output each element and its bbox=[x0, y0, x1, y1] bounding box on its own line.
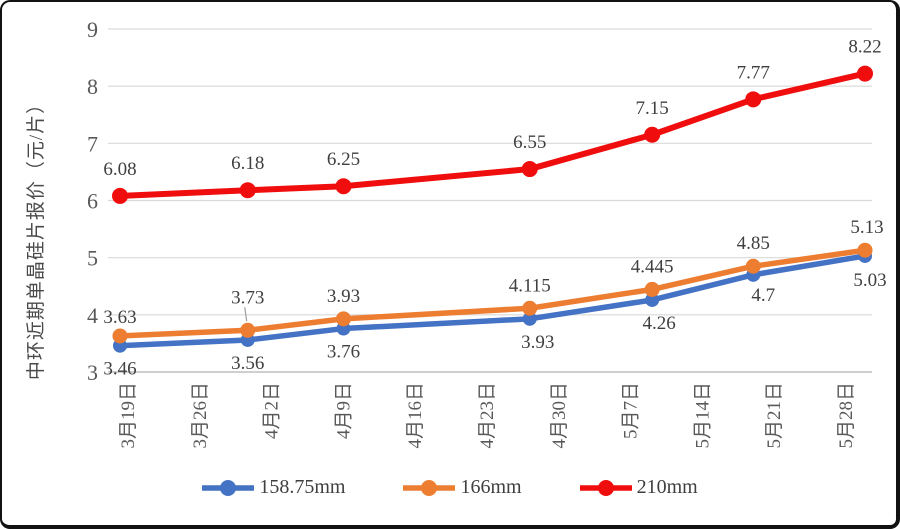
x-axis-tick-label: 5月21日 bbox=[764, 382, 785, 449]
data-label: 3.76 bbox=[327, 342, 360, 363]
data-point-marker bbox=[239, 182, 256, 199]
data-label: 3.63 bbox=[103, 307, 136, 328]
x-axis-tick-label: 4月9日 bbox=[333, 382, 354, 439]
legend-line-marker-icon bbox=[202, 479, 255, 496]
data-label: 6.18 bbox=[231, 153, 264, 174]
data-label: 7.15 bbox=[636, 98, 669, 119]
label-leader-line bbox=[244, 307, 248, 322]
x-axis-tick-label: 5月28日 bbox=[836, 382, 857, 449]
data-point-marker bbox=[745, 91, 762, 108]
legend-label: 166mm bbox=[460, 476, 522, 498]
data-point-marker bbox=[645, 292, 660, 307]
data-label: 6.55 bbox=[513, 132, 546, 153]
data-point-marker bbox=[335, 178, 352, 195]
data-point-marker bbox=[857, 65, 874, 82]
data-point-marker bbox=[857, 242, 873, 258]
data-point-marker bbox=[745, 258, 761, 274]
legend-item-166mm: 166mm bbox=[401, 476, 522, 499]
data-point-marker bbox=[522, 300, 538, 316]
y-axis-title: 中环近期单晶硅片报价（元/片） bbox=[26, 93, 47, 381]
data-point-marker bbox=[112, 187, 128, 204]
y-axis-tick-label: 5 bbox=[87, 246, 98, 271]
legend-line-marker-icon bbox=[579, 479, 632, 496]
y-axis-tick-label: 8 bbox=[87, 74, 98, 99]
data-label: 6.25 bbox=[327, 149, 360, 170]
data-label: 4.7 bbox=[751, 285, 775, 306]
legend-label: 210mm bbox=[636, 476, 698, 498]
data-label: 3.93 bbox=[327, 286, 360, 307]
x-axis-tick-label: 4月16日 bbox=[405, 382, 426, 449]
data-point-marker bbox=[522, 311, 537, 326]
data-point-marker bbox=[112, 328, 128, 344]
data-label: 4.85 bbox=[737, 233, 770, 254]
data-point-marker bbox=[521, 161, 538, 178]
y-axis-tick-label: 9 bbox=[87, 17, 98, 42]
data-point-marker bbox=[644, 281, 660, 297]
data-point-marker bbox=[240, 322, 256, 338]
data-point-marker bbox=[336, 311, 352, 327]
x-axis-tick-label: 4月2日 bbox=[262, 382, 283, 439]
data-label: 5.03 bbox=[853, 270, 886, 291]
legend-item-158.75mm: 158.75mm bbox=[200, 476, 345, 499]
data-label: 8.22 bbox=[848, 37, 881, 58]
y-axis-tick-label: 6 bbox=[87, 189, 98, 214]
y-axis-tick-label: 4 bbox=[87, 303, 98, 328]
data-label: 3.46 bbox=[103, 359, 136, 380]
y-axis-tick-label: 7 bbox=[87, 131, 98, 156]
legend-label: 158.75mm bbox=[259, 476, 346, 498]
data-label: 4.26 bbox=[643, 313, 676, 334]
x-axis-tick-label: 5月7日 bbox=[621, 382, 642, 439]
x-axis-tick-label: 4月30日 bbox=[549, 382, 570, 449]
data-label: 4.445 bbox=[631, 256, 674, 277]
x-axis-tick-label: 3月26日 bbox=[190, 382, 211, 449]
data-label: 3.56 bbox=[231, 353, 264, 374]
data-label: 3.93 bbox=[521, 332, 554, 353]
chart-legend: 158.75mm 166mm 210mm bbox=[2, 476, 896, 499]
x-axis-tick-label: 5月14日 bbox=[692, 382, 713, 449]
legend-line-marker-icon bbox=[403, 479, 456, 496]
x-axis-tick-label: 4月23日 bbox=[477, 382, 498, 449]
data-label: 5.13 bbox=[850, 217, 883, 238]
legend-item-210mm: 210mm bbox=[578, 476, 698, 499]
data-point-marker bbox=[644, 126, 661, 143]
x-axis-tick-label: 3月19日 bbox=[118, 382, 139, 449]
y-axis-tick-label: 3 bbox=[87, 360, 98, 385]
data-label: 3.73 bbox=[231, 287, 264, 308]
data-label: 7.77 bbox=[737, 62, 770, 83]
data-label: 6.08 bbox=[103, 159, 136, 180]
data-label: 4.115 bbox=[509, 275, 551, 296]
